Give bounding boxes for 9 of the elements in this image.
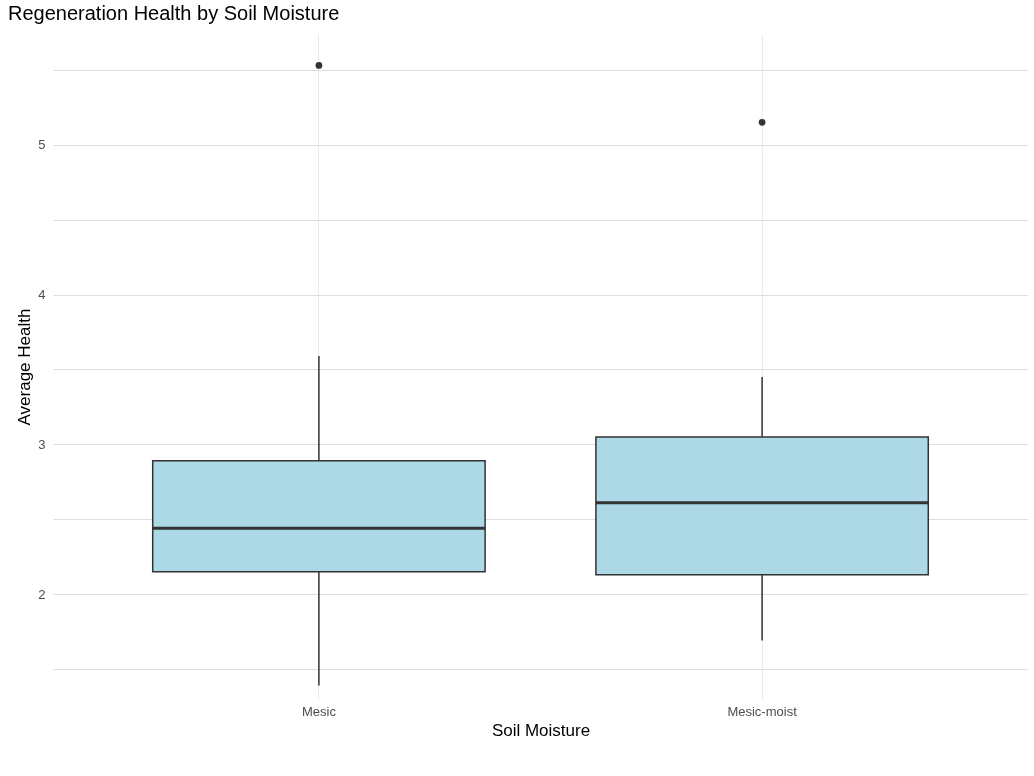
x-tick-label: Mesic-moist (727, 703, 798, 719)
x-axis-title: Soil Moisture (491, 720, 591, 740)
y-tick-label: 5 (38, 137, 46, 153)
y-tick-label: 4 (38, 287, 46, 303)
x-tick-label: Mesic (301, 703, 337, 719)
y-tick-label: 3 (38, 436, 46, 452)
y-axis-title: Average Health (15, 308, 35, 426)
chart-title: Regeneration Health by Soil Moisture (8, 2, 340, 24)
y-tick-label: 2 (38, 586, 46, 602)
